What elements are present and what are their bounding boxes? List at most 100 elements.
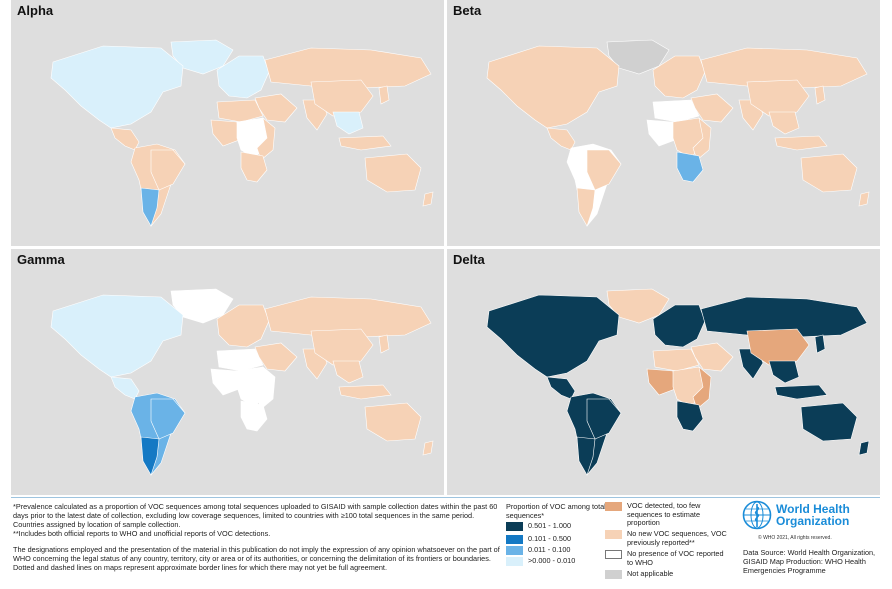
legend-range-2: 0.101 - 0.500: [506, 534, 572, 544]
world-map-gamma: [50, 288, 434, 476]
region-argentina: [140, 436, 160, 476]
region-africa-north: [652, 99, 700, 123]
legend-range-1: 0.501 - 1.000: [506, 521, 571, 531]
region-middle-east: [690, 93, 734, 123]
region-north-america: [50, 45, 184, 129]
region-africa-west: [210, 119, 240, 147]
region-north-america: [50, 294, 184, 378]
region-japan: [378, 334, 390, 354]
panel-title: Gamma: [17, 252, 65, 267]
credits: Data Source: World Health Organization, …: [743, 548, 876, 575]
who-name-line2: Organization: [776, 514, 850, 528]
region-se-asia: [332, 360, 364, 384]
map-panel-beta: Beta: [447, 0, 880, 246]
region-africa-south: [240, 151, 268, 183]
footnote-prevalence: *Prevalence calculated as a proportion o…: [13, 502, 498, 529]
legend-label: >0.000 - 0.010: [528, 556, 576, 565]
legend-range-4: >0.000 - 0.010: [506, 556, 576, 566]
map-panel-gamma: Gamma: [11, 249, 444, 495]
region-brazil: [586, 149, 622, 191]
region-north-america: [486, 45, 620, 129]
legend-label: No new VOC sequences, VOC previously rep…: [627, 529, 727, 547]
region-russia: [700, 47, 868, 89]
region-middle-east: [254, 93, 298, 123]
region-new-zealand: [422, 191, 434, 207]
legend-swatch: [506, 546, 523, 555]
region-north-america: [486, 294, 620, 378]
region-brazil: [586, 398, 622, 440]
who-emblem-icon: [742, 500, 772, 530]
legend-label: No presence of VOC reported to WHO: [627, 549, 724, 567]
legend-swatch: [605, 550, 622, 559]
region-middle-east: [254, 342, 298, 372]
region-greenland: [606, 288, 670, 324]
legend-category-detected: VOC detected, too few sequences to estim…: [605, 501, 730, 528]
region-new-zealand: [422, 440, 434, 456]
region-middle-east: [690, 342, 734, 372]
region-africa-west: [646, 119, 676, 147]
region-europe: [652, 304, 706, 348]
region-africa-north: [216, 99, 264, 123]
region-new-zealand: [858, 440, 870, 456]
region-central-america: [110, 376, 140, 400]
region-japan: [814, 334, 826, 354]
panel-title: Delta: [453, 252, 485, 267]
region-china: [310, 328, 374, 366]
region-africa-south: [676, 400, 704, 432]
region-central-america: [546, 376, 576, 400]
region-indonesia: [774, 384, 828, 400]
region-china: [310, 79, 374, 117]
region-russia: [700, 296, 868, 338]
region-africa-west: [646, 368, 676, 396]
legend-title: Proportion of VOC among total sequences*: [506, 502, 606, 520]
legend-label: VOC detected, too few sequences to estim…: [627, 501, 701, 527]
region-europe: [216, 55, 270, 99]
legend-category-none: No presence of VOC reported to WHO: [605, 549, 730, 567]
region-africa-west: [210, 368, 240, 396]
region-africa-south: [240, 400, 268, 432]
map-panel-alpha: Alpha: [11, 0, 444, 246]
divider: [11, 497, 880, 498]
legend-swatch: [506, 557, 523, 566]
region-central-america: [546, 127, 576, 151]
region-china: [746, 79, 810, 117]
panel-title: Alpha: [17, 3, 54, 18]
region-se-asia: [768, 111, 800, 135]
who-name-line1: World Health: [776, 502, 850, 516]
map-panel-delta: Delta: [447, 249, 880, 495]
legend-label: Not applicable: [627, 569, 674, 578]
region-brazil: [150, 398, 186, 440]
region-argentina: [576, 187, 596, 227]
region-africa-north: [652, 348, 700, 372]
region-argentina: [576, 436, 596, 476]
region-australia: [364, 153, 422, 193]
footnote-reports: **Includes both official reports to WHO …: [13, 529, 271, 538]
legend-label: 0.101 - 0.500: [528, 534, 572, 543]
region-se-asia: [332, 111, 364, 135]
region-indonesia: [338, 384, 392, 400]
legend-swatch: [605, 502, 622, 511]
world-map-delta: [486, 288, 870, 476]
legend-range-3: 0.011 - 0.100: [506, 545, 570, 555]
region-greenland: [170, 288, 234, 324]
world-map-alpha: [50, 39, 434, 227]
who-logo: World Health Organization: [742, 500, 850, 530]
region-china: [746, 328, 810, 366]
legend-swatch: [506, 522, 523, 531]
footnotes: *Prevalence calculated as a proportion o…: [13, 502, 501, 572]
region-japan: [378, 85, 390, 105]
region-indonesia: [338, 135, 392, 151]
legend-swatch: [605, 570, 622, 579]
region-africa-north: [216, 348, 264, 372]
region-greenland: [170, 39, 234, 75]
region-japan: [814, 85, 826, 105]
region-greenland: [606, 39, 670, 75]
region-australia: [800, 153, 858, 193]
region-new-zealand: [858, 191, 870, 207]
region-central-america: [110, 127, 140, 151]
region-russia: [264, 296, 432, 338]
copyright: © WHO 2021, All rights reserved.: [758, 535, 832, 541]
region-australia: [800, 402, 858, 442]
world-map-beta: [486, 39, 870, 227]
region-africa-south: [676, 151, 704, 183]
